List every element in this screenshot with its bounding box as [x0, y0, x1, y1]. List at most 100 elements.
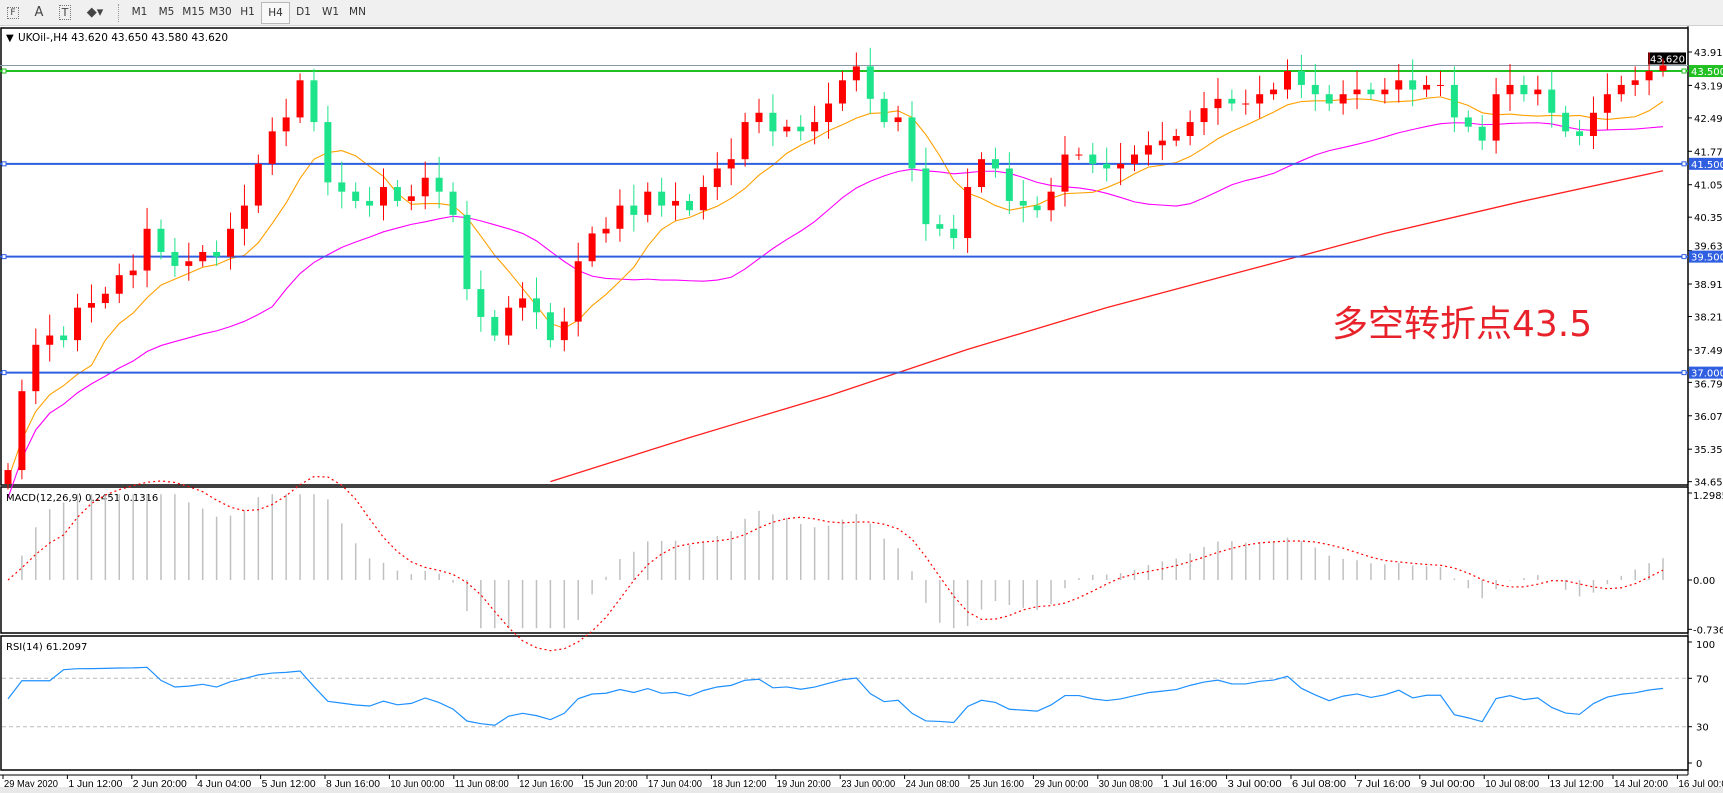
price-tick-label: 40.350 — [1694, 213, 1723, 224]
text-a-icon[interactable]: A — [34, 5, 44, 20]
level-label-bg — [1689, 157, 1723, 170]
time-tick-label: 13 Jul 12:00 — [1550, 779, 1604, 790]
candle-bearish — [991, 159, 999, 169]
grid-f-icon[interactable]: F — [0, 2, 26, 24]
candle-bullish — [1395, 80, 1403, 90]
candle-bearish — [1033, 205, 1041, 211]
price-tick-label: 36.070 — [1694, 412, 1723, 423]
candle-bearish — [338, 182, 346, 192]
candle-bullish — [254, 163, 262, 206]
price-tick-label: 36.790 — [1694, 380, 1723, 391]
candle-bearish — [1464, 117, 1472, 127]
candle-bearish — [908, 117, 916, 169]
time-tick-label: 14 Jul 20:00 — [1614, 779, 1668, 790]
text-box-icon[interactable]: T — [52, 2, 78, 24]
time-tick-label: 30 Jun 08:00 — [1099, 779, 1153, 790]
macd-tick-label: -0.7362 — [1693, 625, 1723, 636]
time-tick-label: 8 Jun 16:00 — [326, 779, 380, 790]
rsi-tick-label: 70 — [1696, 674, 1709, 685]
candle-bullish — [1242, 103, 1250, 105]
shapes-dropdown-icon[interactable]: ◆▾ — [86, 5, 104, 20]
level-handle — [1681, 370, 1687, 376]
time-tick-label: 18 Jun 12:00 — [712, 779, 766, 790]
timeframe-h1-button[interactable]: H1 — [240, 5, 255, 18]
candle-bullish — [727, 159, 735, 169]
price-tick-label: 38.910 — [1694, 280, 1723, 291]
time-tick-label: 29 May 2020 — [4, 779, 58, 790]
candle-bearish — [463, 214, 471, 290]
time-tick-label: 5 Jun 12:00 — [262, 779, 316, 790]
timeframe-m1-button[interactable]: M1 — [131, 5, 148, 18]
level-handle — [1681, 254, 1687, 260]
candle-bullish — [505, 307, 513, 336]
time-tick-label: 17 Jun 04:00 — [648, 779, 702, 790]
time-tick-label: 11 Jun 08:00 — [455, 779, 509, 790]
time-tick-label: 4 Jun 04:00 — [197, 779, 251, 790]
candle-bullish — [46, 335, 54, 345]
timeframe-d1-button[interactable]: D1 — [296, 5, 311, 18]
candle-bullish — [87, 303, 95, 308]
candle-bearish — [950, 228, 958, 239]
candle-bearish — [1520, 84, 1528, 95]
timeframe-w1-button[interactable]: W1 — [321, 5, 340, 18]
timeframe-m5-button[interactable]: M5 — [158, 5, 175, 18]
macd-tick-label: 0.00 — [1693, 576, 1715, 587]
candle-bullish — [1534, 89, 1542, 95]
candle-bullish — [1061, 154, 1069, 192]
candle-bearish — [324, 122, 332, 183]
time-tick-label: 19 Jun 20:00 — [777, 779, 831, 790]
rsi-tick-label: 0 — [1696, 759, 1702, 770]
rsi-tick-label: 30 — [1696, 723, 1709, 734]
candle-bullish — [560, 321, 568, 341]
time-tick-label: 2 Jun 20:00 — [133, 779, 187, 790]
candle-bullish — [1603, 94, 1611, 113]
time-tick-label: 10 Jun 00:00 — [390, 779, 444, 790]
candle-bullish — [32, 344, 40, 392]
candle-bullish — [18, 391, 26, 471]
time-tick-label: 24 Jun 08:00 — [906, 779, 960, 790]
candle-bullish — [1256, 94, 1264, 104]
candle-bearish — [1005, 168, 1013, 201]
candle-bearish — [880, 98, 888, 123]
candle-bearish — [922, 168, 930, 225]
price-tick-label: 41.050 — [1694, 181, 1723, 192]
candle-bullish — [811, 122, 819, 132]
candle-bullish — [588, 233, 596, 262]
candle-bullish — [1214, 98, 1222, 109]
candle-bearish — [546, 312, 554, 341]
timeframe-m30-button[interactable]: M30 — [209, 5, 232, 18]
candle-bearish — [685, 200, 693, 211]
time-tick-label: 7 Jul 16:00 — [1356, 779, 1410, 790]
candle-bullish — [1617, 84, 1625, 95]
price-tick-label: 43.190 — [1694, 81, 1723, 92]
candle-bullish — [1506, 84, 1514, 95]
timeframe-mn-button[interactable]: MN — [349, 5, 366, 18]
candle-bullish — [1047, 191, 1055, 211]
candle-bearish — [310, 80, 318, 123]
candle-bearish — [1409, 80, 1417, 90]
time-tick-label: 16 Jul 00:00 — [1678, 779, 1723, 790]
rsi-pane — [0, 635, 1689, 771]
candle-bearish — [213, 251, 221, 257]
annotation-text: 多空转折点43.5 — [1332, 304, 1592, 345]
candle-bearish — [1297, 71, 1305, 85]
timeframe-h4-button[interactable]: H4 — [261, 1, 290, 24]
timeframe-m15-button[interactable]: M15 — [182, 5, 205, 18]
candle-bearish — [393, 187, 401, 201]
ma-long-line — [550, 170, 1664, 483]
level-label: 43.500 — [1691, 67, 1723, 78]
candle-bearish — [157, 228, 165, 252]
candle-bullish — [1186, 122, 1194, 136]
candle-bearish — [769, 112, 777, 132]
candle-bearish — [936, 224, 944, 229]
candle-bullish — [894, 117, 902, 123]
time-tick-label: 10 Jul 08:00 — [1485, 779, 1539, 790]
candle-bullish — [1283, 71, 1291, 90]
ma-mid-line — [7, 122, 1664, 499]
candle-bullish — [1631, 80, 1639, 85]
time-tick-label: 25 Jun 16:00 — [970, 779, 1024, 790]
candle-bullish — [978, 159, 986, 188]
rsi-label: RSI(14) 61.2097 — [6, 642, 87, 653]
candle-bearish — [1548, 89, 1556, 113]
